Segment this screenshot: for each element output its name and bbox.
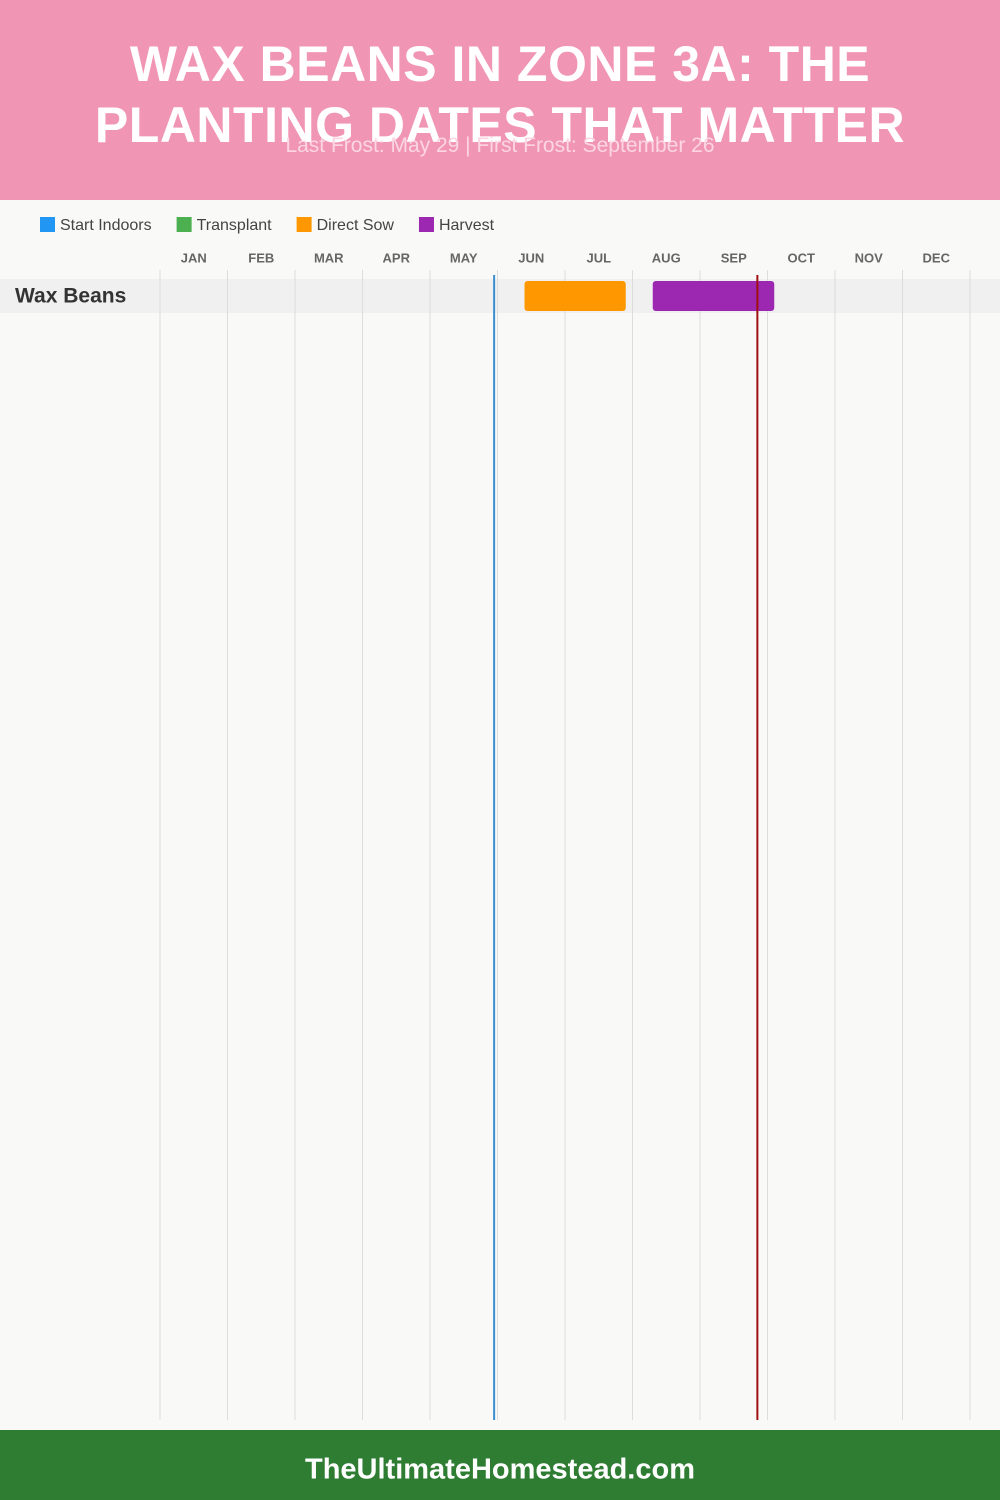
task-bar xyxy=(652,281,775,311)
legend-label: Transplant xyxy=(197,217,273,234)
month-label: DEC xyxy=(923,250,951,265)
task-bar xyxy=(524,281,626,311)
month-label: FEB xyxy=(248,250,274,265)
month-label: NOV xyxy=(855,250,884,265)
chart-title: WAX BEANS IN ZONE 3A: THE PLANTING DATES… xyxy=(94,36,906,153)
month-label: MAY xyxy=(450,250,478,265)
month-label: JUN xyxy=(518,250,544,265)
legend-swatch xyxy=(176,217,192,232)
footer-bar xyxy=(0,1430,1000,1500)
month-label: OCT xyxy=(788,250,816,265)
month-label: JUL xyxy=(586,250,611,265)
footer-text: TheUltimateHomestead.com xyxy=(305,1454,695,1486)
month-label: JAN xyxy=(181,250,207,265)
month-label: APR xyxy=(383,250,411,265)
month-label: SEP xyxy=(721,250,747,265)
month-label: AUG xyxy=(652,250,681,265)
legend-swatch xyxy=(418,217,434,232)
chart-subtitle: Last Frost: May 29 | First Frost: Septem… xyxy=(285,134,715,157)
row-band xyxy=(0,279,1000,313)
legend-label: Harvest xyxy=(439,217,495,234)
legend-label: Direct Sow xyxy=(317,217,395,234)
month-label: MAR xyxy=(314,250,344,265)
header: WAX BEANS IN ZONE 3A: THE PLANTING DATES… xyxy=(0,0,1000,200)
legend-swatch xyxy=(40,217,55,232)
row-label: Wax Beans xyxy=(15,285,126,308)
legend-swatch xyxy=(296,217,312,232)
legend-label: Start Indoors xyxy=(60,217,152,234)
